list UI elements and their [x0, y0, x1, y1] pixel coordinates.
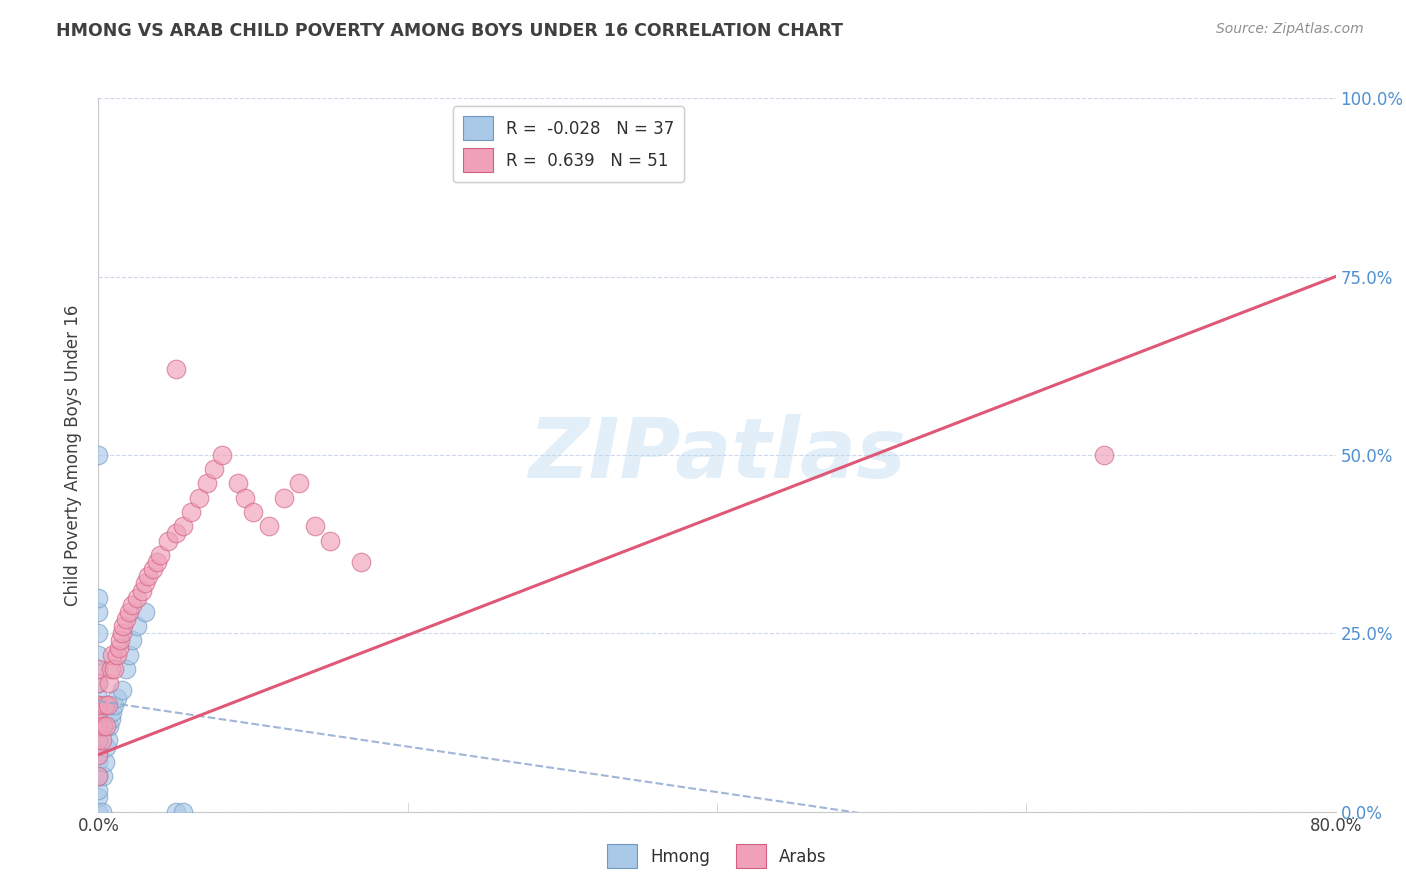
Text: Source: ZipAtlas.com: Source: ZipAtlas.com: [1216, 22, 1364, 37]
Point: [87, 705, 110, 719]
Point: [90, 733, 112, 747]
Point: [87, 719, 110, 733]
Point: [173, 519, 195, 533]
Point: [304, 519, 326, 533]
Point: [134, 605, 156, 619]
Point: [136, 569, 159, 583]
Point: [235, 491, 257, 505]
Point: [111, 626, 134, 640]
Point: [87, 626, 110, 640]
Point: [142, 562, 165, 576]
Point: [146, 555, 169, 569]
Point: [180, 505, 202, 519]
Point: [103, 698, 125, 712]
Point: [87, 769, 110, 783]
Legend: R =  -0.028   N = 37, R =  0.639   N = 51: R = -0.028 N = 37, R = 0.639 N = 51: [453, 106, 685, 182]
Point: [87, 662, 110, 676]
Point: [188, 491, 211, 505]
Point: [100, 662, 122, 676]
Point: [90, 805, 112, 819]
Point: [93, 698, 115, 712]
Point: [111, 683, 134, 698]
Point: [87, 705, 110, 719]
Point: [195, 476, 218, 491]
Point: [96, 740, 118, 755]
Point: [96, 719, 118, 733]
Point: [98, 676, 121, 690]
Point: [121, 633, 143, 648]
Point: [127, 591, 149, 605]
Point: [165, 362, 187, 376]
Point: [173, 805, 195, 819]
Point: [118, 648, 141, 662]
Point: [87, 747, 110, 762]
Point: [118, 605, 141, 619]
Point: [204, 462, 226, 476]
Point: [87, 698, 110, 712]
Point: [91, 719, 114, 733]
Point: [87, 790, 110, 805]
Point: [87, 733, 110, 747]
Point: [107, 640, 129, 655]
Point: [149, 548, 172, 562]
Point: [131, 583, 153, 598]
Legend: Hmong, Arabs: Hmong, Arabs: [600, 838, 834, 875]
Point: [87, 591, 110, 605]
Point: [87, 676, 110, 690]
Point: [350, 555, 373, 569]
Point: [87, 783, 110, 797]
Point: [108, 633, 131, 648]
Point: [288, 476, 311, 491]
Point: [91, 769, 114, 783]
Point: [87, 805, 110, 819]
Point: [242, 505, 264, 519]
Point: [87, 698, 110, 712]
Y-axis label: Child Poverty Among Boys Under 16: Child Poverty Among Boys Under 16: [65, 304, 83, 606]
Point: [87, 605, 110, 619]
Point: [93, 755, 115, 769]
Point: [101, 648, 124, 662]
Point: [98, 719, 121, 733]
Point: [121, 598, 143, 612]
Point: [87, 690, 110, 705]
Text: HMONG VS ARAB CHILD POVERTY AMONG BOYS UNDER 16 CORRELATION CHART: HMONG VS ARAB CHILD POVERTY AMONG BOYS U…: [56, 22, 844, 40]
Point: [87, 769, 110, 783]
Point: [87, 719, 110, 733]
Point: [87, 769, 110, 783]
Point: [87, 676, 110, 690]
Point: [134, 576, 156, 591]
Point: [100, 712, 122, 726]
Point: [101, 705, 124, 719]
Point: [165, 526, 187, 541]
Point: [87, 733, 110, 747]
Point: [105, 690, 128, 705]
Point: [1092, 448, 1115, 462]
Text: ZIPatlas: ZIPatlas: [529, 415, 905, 495]
Point: [87, 662, 110, 676]
Point: [127, 619, 149, 633]
Point: [87, 747, 110, 762]
Point: [211, 448, 233, 462]
Point: [87, 755, 110, 769]
Point: [115, 612, 138, 626]
Point: [103, 662, 125, 676]
Point: [273, 491, 295, 505]
Point: [97, 733, 120, 747]
Point: [105, 648, 128, 662]
Point: [87, 648, 110, 662]
Point: [157, 533, 180, 548]
Point: [257, 519, 280, 533]
Point: [115, 662, 138, 676]
Point: [165, 805, 187, 819]
Point: [319, 533, 342, 548]
Point: [112, 619, 135, 633]
Point: [87, 448, 110, 462]
Point: [226, 476, 249, 491]
Point: [97, 698, 120, 712]
